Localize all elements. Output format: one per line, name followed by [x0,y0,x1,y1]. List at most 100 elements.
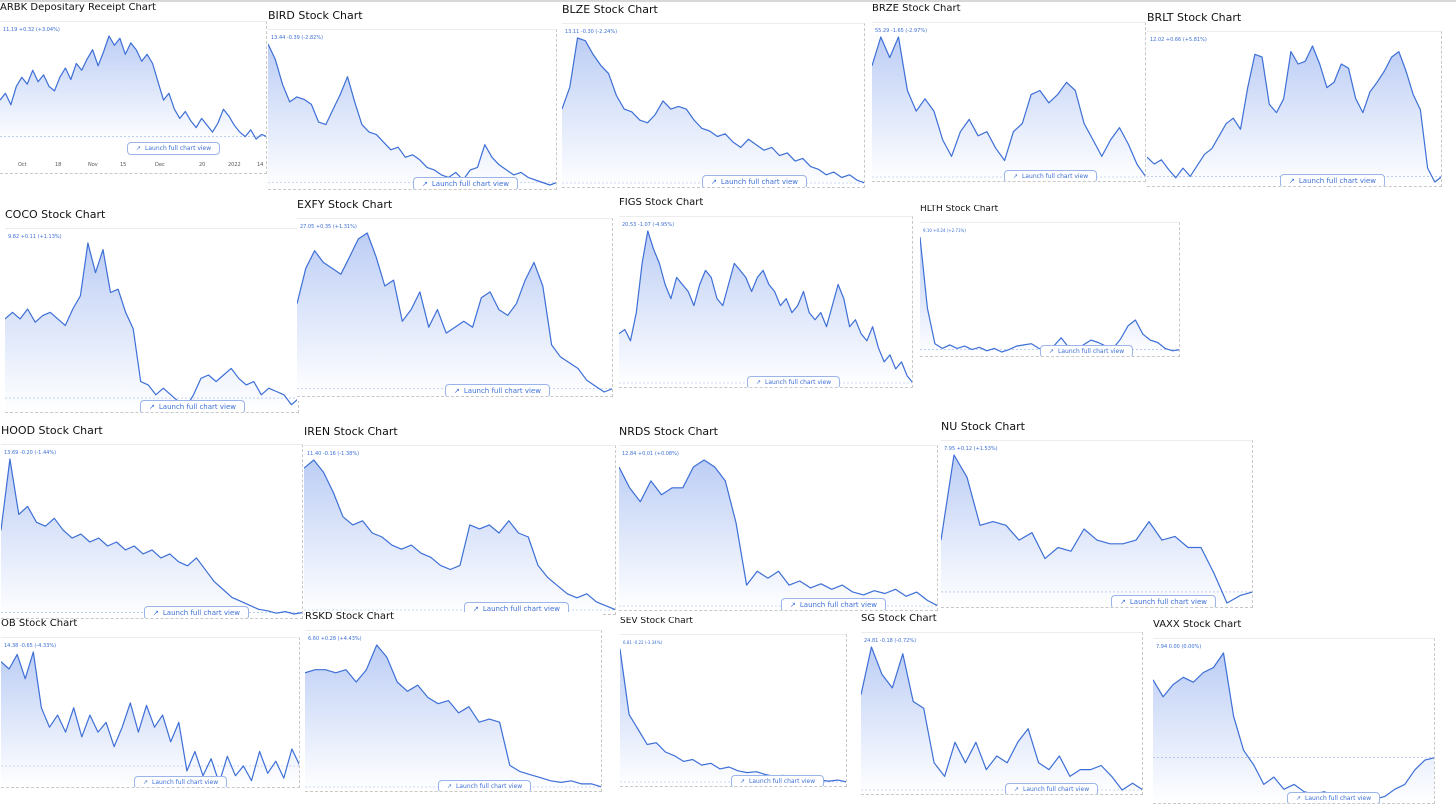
price-chart-nrds[interactable] [619,446,938,611]
time-range-ytd[interactable]: YTD [59,173,69,174]
launch-full-chart-button-rskd[interactable]: ↗ Launch full chart view [438,780,532,791]
price-quote-sg: 24.81 -0.18 (-0.72%) [864,638,917,644]
time-range-1m[interactable]: 1M [27,173,35,174]
price-area-brze [872,37,1145,181]
launch-full-chart-button-iren[interactable]: ↗ Launch full chart view [464,602,570,614]
price-quote-iren: 11.40 -0.16 (-1.38%) [307,451,360,457]
time-range-all[interactable]: All [90,173,96,174]
price-line-vaxx [1153,652,1434,800]
price-chart-hlth[interactable] [920,223,1180,357]
price-chart-brze[interactable] [872,23,1146,182]
price-quote-figs: 20.53 -1.07 (-4.95%) [622,222,675,228]
time-range-1y[interactable]: 1Y [69,173,75,174]
chart-tile-figs: FIGS Stock Chart 20.53 -1.07 (-4.95%) ↗ Lau… [619,198,913,394]
launch-full-chart-button-bird[interactable]: ↗ Launch full chart view [413,177,519,189]
price-area-rskd [305,645,601,791]
price-area-sev [620,649,846,786]
chart-panel-sg: 24.81 -0.18 (-0.72%) ↗ Launch full chart v… [861,632,1143,795]
launch-full-chart-button-nu[interactable]: ↗ Launch full chart view [1111,595,1217,607]
launch-full-chart-button-vaxx[interactable]: ↗ Launch full chart view [1287,792,1381,803]
chart-title-hlth: HLTH Stock Chart [920,205,999,214]
launch-full-chart-button-brze[interactable]: ↗ Launch full chart view [1004,170,1098,181]
price-quote-nu: 7.95 +0.12 (+1.53%) [944,446,998,452]
chart-tile-vaxx: VAXX Stock Chart 7.94 0.00 (0.00%) ↗ Launch… [1153,620,1435,806]
launch-full-chart-label: Launch full chart view [482,605,561,613]
chart-title-sg: SG Stock Chart [861,614,937,624]
price-quote-rskd: 6.60 +0.28 (+4.43%) [308,636,362,642]
trend-line-icon: ↗ [473,605,479,613]
launch-full-chart-label: Launch full chart view [152,779,219,786]
trend-line-icon: ↗ [1013,173,1019,180]
price-chart-sg[interactable] [861,633,1143,795]
launch-full-chart-button-ob[interactable]: ↗ Launch full chart view [134,776,228,787]
launch-full-chart-button-nrds[interactable]: ↗ Launch full chart view [781,598,887,610]
time-range-5y[interactable]: 5Y [80,173,86,174]
price-area-sg [861,647,1142,794]
price-line-figs [619,230,912,383]
time-range-1d[interactable]: 1D [6,173,13,174]
chart-panel-blze: 13.11 -0.30 (-2.24%) ↗ Launch full chart v… [562,23,865,188]
price-chart-rskd[interactable] [305,631,602,792]
chart-panel-nrds: 12.84 +0.01 (+0.08%) ↗ Launch full chart v… [619,445,938,611]
price-chart-ob[interactable] [1,638,300,788]
launch-full-chart-label: Launch full chart view [145,145,212,152]
price-chart-sev[interactable] [620,635,847,787]
top-divider [0,0,1456,2]
price-quote-hood: 13.69 -0.20 (-1.44%) [4,450,57,456]
price-area-blze [562,38,864,187]
price-quote-nrds: 12.84 +0.01 (+0.08%) [622,451,679,457]
chart-panel-coco: 9.82 +0.11 (+1.13%) ↗ Launch full chart vi… [5,228,299,413]
chart-tile-blze: BLZE Stock Chart 13.11 -0.30 (-2.24%) ↗ Lau… [562,4,865,188]
launch-full-chart-label: Launch full chart view [1058,348,1125,355]
price-line-iren [304,459,615,611]
price-chart-bird[interactable] [268,30,557,190]
price-line-bird [268,43,556,186]
chart-title-vaxx: VAXX Stock Chart [1153,620,1242,630]
price-area-vaxx [1153,653,1434,803]
launch-full-chart-button-exfy[interactable]: ↗ Launch full chart view [445,384,551,396]
price-chart-blze[interactable] [562,24,865,188]
price-chart-hood[interactable] [1,445,303,619]
price-chart-exfy[interactable] [297,219,613,397]
launch-full-chart-button-brlt[interactable]: ↗ Launch full chart view [1280,174,1386,186]
price-chart-coco[interactable] [5,229,299,413]
trend-line-icon: ↗ [790,601,796,609]
time-range-6m[interactable]: 6M [48,173,56,174]
trend-line-icon: ↗ [711,178,717,186]
launch-full-chart-button-hlth[interactable]: ↗ Launch full chart view [1040,345,1134,356]
price-chart-iren[interactable] [304,446,616,615]
chart-tile-exfy: EXFY Stock Chart 27.05 +0.35 (+1.31%) ↗ Lau… [297,199,613,401]
price-chart-brlt[interactable] [1147,32,1442,187]
time-range-3m[interactable]: 3M [38,173,46,174]
time-range-5d[interactable]: 5D [17,173,24,174]
chart-panel-bird: 13.44 -0.39 (-2.82%) ↗ Launch full chart v… [268,29,557,190]
price-chart-nu[interactable] [941,441,1253,608]
price-chart-vaxx[interactable] [1153,639,1435,804]
trend-line-icon: ↗ [149,403,155,411]
trend-line-icon: ↗ [740,778,746,785]
price-chart-arbk[interactable] [0,22,267,174]
price-chart-figs[interactable] [619,217,913,388]
launch-full-chart-button-sg[interactable]: ↗ Launch full chart view [1005,783,1099,794]
launch-full-chart-button-figs[interactable]: ↗ Launch full chart view [747,376,841,387]
launch-full-chart-button-sev[interactable]: ↗ Launch full chart view [731,775,825,786]
trend-line-icon: ↗ [143,779,149,786]
launch-full-chart-button-blze[interactable]: ↗ Launch full chart view [702,175,808,187]
launch-full-chart-button-arbk[interactable]: ↗ Launch full chart view [127,142,221,155]
chart-tile-sev: SEV Stock Chart 6.81 -0.22 (-3.34%) ↗ Launc… [620,617,847,789]
launch-full-chart-label: Launch full chart view [1305,795,1372,802]
x-axis-tick-label: 15 [120,162,127,168]
chart-title-ob: OB Stock Chart [1,619,78,629]
price-area-nu [941,455,1252,607]
launch-full-chart-label: Launch full chart view [1129,598,1208,606]
launch-full-chart-button-coco[interactable]: ↗ Launch full chart view [140,400,246,412]
chart-panel-brze: 55.29 -1.65 (-2.97%) ↗ Launch full chart v… [872,22,1146,182]
chart-title-sev: SEV Stock Chart [620,617,693,626]
chart-tile-brlt: BRLT Stock Chart 12.02 +0.66 (+5.81%) ↗ Lau… [1147,12,1442,187]
chart-tile-arbk: ARBK Depositary Receipt Chart 11.19 +0.32… [0,3,267,198]
chart-panel-vaxx: 7.94 0.00 (0.00%) ↗ Launch full chart view [1153,638,1435,804]
price-line-blze [562,37,864,184]
launch-full-chart-button-hood[interactable]: ↗ Launch full chart view [144,606,250,618]
launch-full-chart-label: Launch full chart view [1298,177,1377,185]
chart-tile-iren: IREN Stock Chart 11.40 -0.16 (-1.38%) ↗ Lau… [304,426,616,615]
